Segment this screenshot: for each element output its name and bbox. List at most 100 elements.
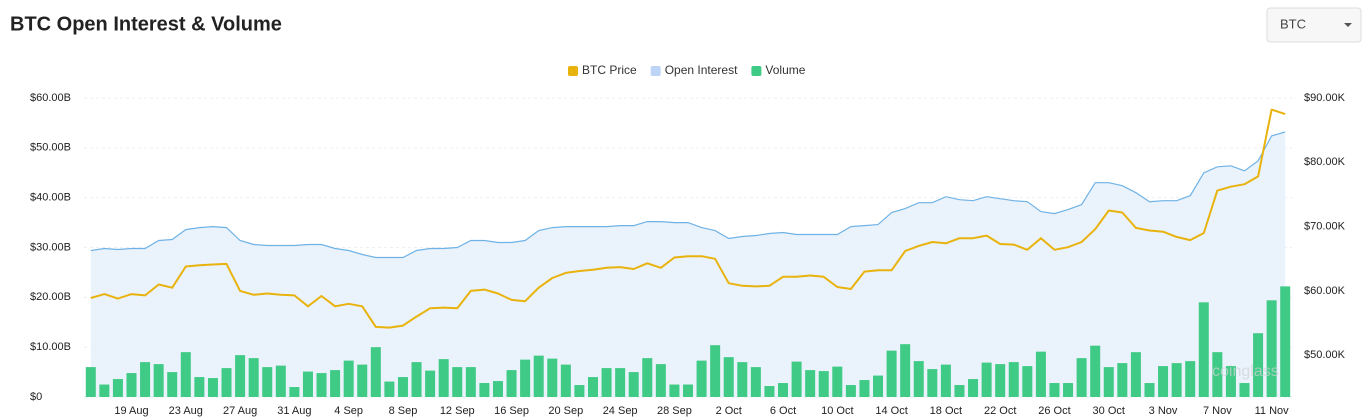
- x-tick-label: 12 Sep: [440, 405, 475, 417]
- legend-label: BTC Price: [582, 63, 637, 77]
- volume-bar: [262, 367, 273, 397]
- volume-bar: [397, 377, 408, 397]
- volume-bar: [1171, 363, 1182, 397]
- y2-tick-label: $80.00K: [1304, 156, 1346, 168]
- volume-bar: [805, 370, 816, 397]
- x-tick-label: 16 Sep: [494, 405, 529, 417]
- y2-tick-label: $90.00K: [1304, 92, 1346, 104]
- volume-bar: [1266, 300, 1277, 397]
- volume-bar: [900, 344, 911, 397]
- volume-bar: [384, 381, 395, 397]
- volume-bar: [1130, 352, 1141, 397]
- volume-bar: [153, 364, 164, 397]
- area-fill: [90, 131, 1286, 397]
- volume-bar: [492, 381, 503, 397]
- y-tick-label: $10.00B: [30, 341, 71, 353]
- volume-bar: [438, 359, 449, 397]
- volume-bar: [587, 377, 598, 397]
- volume-bar: [1076, 358, 1087, 397]
- volume-bar: [1090, 345, 1101, 397]
- volume-bar: [615, 368, 626, 397]
- legend-label: Volume: [765, 63, 805, 77]
- x-tick-label: 23 Aug: [169, 405, 203, 417]
- y-tick-label: $20.00B: [30, 291, 71, 303]
- volume-bar: [873, 375, 884, 397]
- volume-bar: [981, 362, 992, 397]
- selector-text[interactable]: BTC: [1280, 16, 1306, 31]
- volume-bar: [968, 379, 979, 397]
- legend-swatch: [568, 66, 578, 76]
- volume-bar: [465, 367, 476, 397]
- volume-bar: [126, 373, 137, 397]
- x-tick-label: 27 Aug: [223, 405, 257, 417]
- volume-bar: [520, 359, 531, 397]
- legend-label: Open Interest: [665, 63, 738, 77]
- volume-bar: [859, 380, 870, 397]
- x-tick-label: 4 Sep: [334, 405, 363, 417]
- volume-bar: [913, 361, 924, 397]
- x-tick-label: 19 Aug: [114, 405, 148, 417]
- x-tick-label: 10 Oct: [821, 405, 853, 417]
- volume-bar: [1117, 363, 1128, 397]
- volume-bar: [1035, 351, 1046, 397]
- volume-bar: [1212, 352, 1223, 397]
- chart-title: BTC Open Interest & Volume: [10, 13, 282, 35]
- volume-bar: [275, 365, 286, 397]
- volume-bar: [1049, 383, 1060, 397]
- volume-bar: [370, 347, 381, 397]
- x-tick-label: 24 Sep: [603, 405, 638, 417]
- volume-bar: [954, 385, 965, 397]
- volume-bar: [845, 385, 856, 397]
- volume-bar: [289, 387, 300, 397]
- volume-bar: [1253, 333, 1264, 397]
- volume-bar: [547, 358, 558, 397]
- x-tick-label: 11 Nov: [1255, 405, 1290, 417]
- volume-bar: [764, 386, 775, 397]
- volume-bar: [330, 370, 341, 397]
- volume-bar: [642, 358, 653, 397]
- volume-bar: [750, 367, 761, 397]
- volume-bar: [710, 345, 721, 397]
- watermark: coinglass: [1212, 363, 1279, 380]
- selector-box[interactable]: [1266, 7, 1362, 43]
- volume-bar: [995, 364, 1006, 397]
- volume-bar: [316, 373, 327, 397]
- x-tick-label: 6 Oct: [770, 405, 796, 417]
- volume-bar: [207, 378, 218, 397]
- volume-bar: [696, 360, 707, 397]
- y2-tick-label: $70.00K: [1304, 221, 1346, 233]
- volume-bar: [1225, 366, 1236, 397]
- volume-bar: [832, 366, 843, 397]
- volume-bar: [1280, 286, 1291, 397]
- y-tick-label: $30.00B: [30, 241, 71, 253]
- volume-bar: [1198, 302, 1209, 397]
- x-tick-label: 18 Oct: [930, 405, 962, 417]
- volume-bar: [1103, 367, 1114, 397]
- volume-bar: [167, 372, 178, 397]
- x-tick-label: 8 Sep: [389, 405, 418, 417]
- x-tick-label: 30 Oct: [1093, 405, 1125, 417]
- volume-bar: [886, 350, 897, 397]
- volume-bar: [99, 384, 110, 397]
- volume-bar: [112, 379, 123, 397]
- volume-bar: [927, 369, 938, 397]
- y2-tick-label: $50.00K: [1304, 349, 1346, 361]
- y-tick-label: $50.00B: [30, 142, 71, 154]
- volume-bar: [533, 355, 544, 397]
- volume-bar: [655, 364, 666, 397]
- x-tick-label: 26 Oct: [1038, 405, 1070, 417]
- volume-bar: [669, 384, 680, 397]
- volume-bar: [574, 385, 585, 397]
- volume-bar: [791, 361, 802, 397]
- volume-bar: [1008, 362, 1019, 397]
- x-tick-label: 7 Nov: [1203, 405, 1232, 417]
- volume-bar: [235, 355, 246, 397]
- volume-bar: [248, 358, 259, 397]
- volume-bar: [302, 371, 313, 397]
- volume-bar: [1158, 366, 1169, 397]
- volume-bar: [357, 364, 368, 397]
- x-tick-label: 22 Oct: [984, 405, 1016, 417]
- selector-caret: [1344, 23, 1352, 27]
- area-line: [90, 131, 1286, 259]
